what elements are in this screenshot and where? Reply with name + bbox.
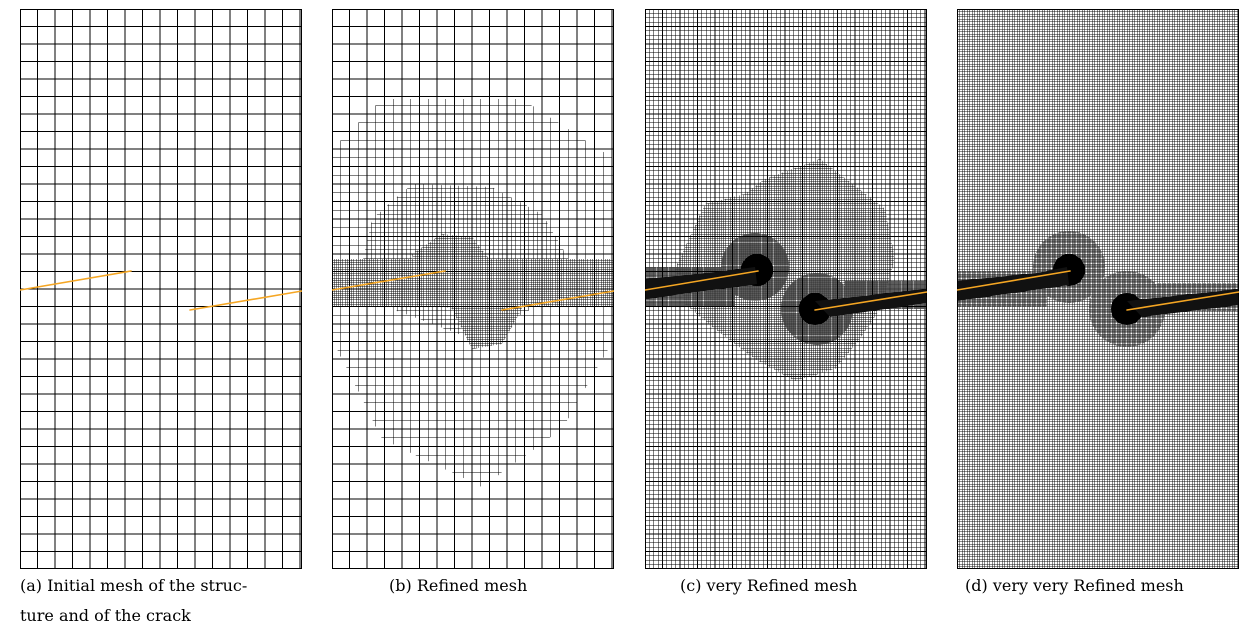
- crack-segment-left: [957, 270, 1071, 291]
- crack-segment-right: [1126, 291, 1239, 311]
- initial-mesh-figure: [20, 9, 302, 569]
- mesh-border: [645, 9, 927, 569]
- caption-a: (a) Initial mesh of the struc- ture and …: [20, 571, 320, 631]
- mesh-panel-c: [645, 9, 927, 569]
- mesh-border: [957, 9, 1239, 569]
- crack-segment-right: [501, 290, 614, 311]
- finest-mesh-grid: [332, 234, 614, 349]
- caption-c: (c) very Refined mesh: [680, 576, 858, 595]
- crack-segment-right: [814, 291, 927, 311]
- mesh-panel-b: [332, 9, 614, 569]
- crack-segment-left: [332, 270, 446, 291]
- mesh-panel-d: [957, 9, 1239, 569]
- caption-a-line-2: ture and of the crack: [20, 606, 191, 625]
- crack-segment-right: [189, 290, 302, 311]
- caption-a-line-1: (a) Initial mesh of the struc-: [20, 576, 248, 595]
- coarse-mesh-grid: [20, 9, 302, 569]
- caption-d: (d) very very Refined mesh: [965, 576, 1184, 595]
- crack-segment-left: [645, 270, 759, 291]
- mesh-panel-a: [20, 9, 302, 569]
- very-very-refined-mesh-figure: [957, 9, 1239, 569]
- caption-b: (b) Refined mesh: [389, 576, 528, 595]
- mesh-border: [332, 9, 614, 569]
- crack-band-left: [645, 267, 757, 299]
- refined-mesh-figure: [332, 9, 614, 569]
- crack-segment-left: [20, 270, 132, 291]
- mesh-border: [20, 9, 302, 569]
- very-refined-mesh-figure: [645, 9, 927, 569]
